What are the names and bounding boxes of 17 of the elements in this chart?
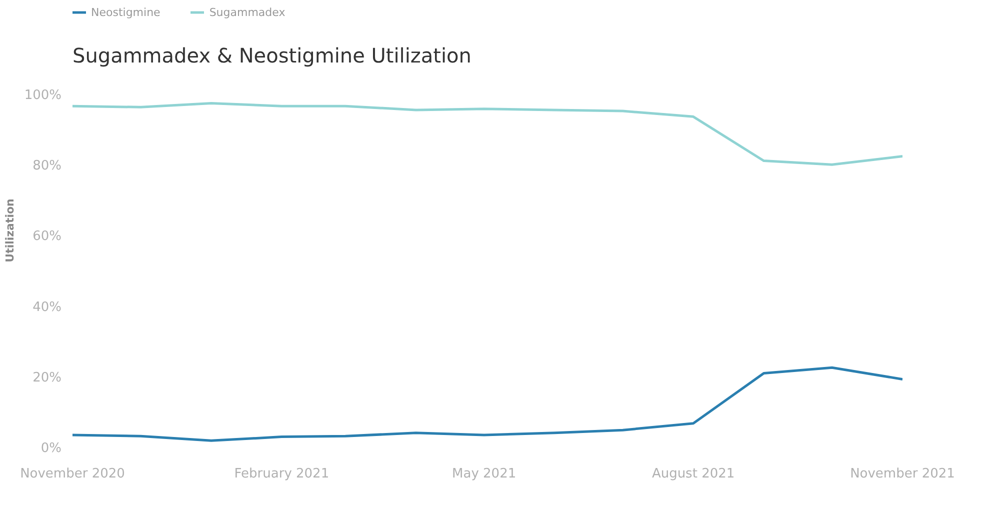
- legend-label: Neostigmine: [91, 6, 160, 18]
- x-tick-label: May 2021: [452, 466, 516, 482]
- y-tick-label: 80%: [32, 158, 62, 174]
- x-tick-label: November 2020: [20, 466, 125, 482]
- x-tick-label: February 2021: [234, 466, 330, 482]
- y-tick-label: 60%: [32, 229, 62, 244]
- line-series: [72, 366, 902, 442]
- y-tick-label: 40%: [32, 300, 62, 315]
- y-tick-label: 0%: [40, 440, 62, 456]
- legend-label: Sugammadex: [209, 6, 286, 18]
- x-tick-label: November 2021: [850, 466, 955, 482]
- y-tick-label: 100%: [24, 88, 62, 103]
- x-tick-label: August 2021: [652, 466, 735, 482]
- chart-title: Sugammadex & Neostigmine Utilization: [72, 44, 472, 68]
- y-axis-title: Utilization: [3, 198, 16, 262]
- y-tick-label: 20%: [32, 370, 62, 386]
- line-series: [72, 102, 902, 166]
